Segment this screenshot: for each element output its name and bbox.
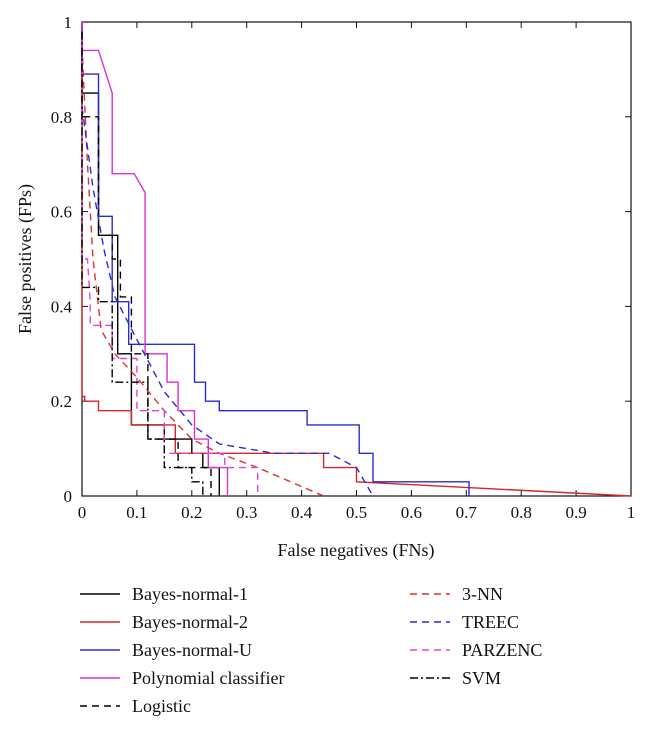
series-line-svm [81, 31, 204, 496]
x-tick-label: 0.8 [511, 503, 532, 522]
series-layer [81, 22, 632, 497]
series-line-bayes-normal-u [81, 26, 470, 496]
legend-line-3-nn [410, 593, 450, 595]
legend-label-svm: SVM [462, 667, 502, 688]
y-axis-label: False positives (FPs) [15, 184, 36, 334]
chart: 0 0.1 0.2 0.3 0.4 0.5 0.6 0.7 0.8 0.9 1 0 0.2 0.4 0.6 0… [15, 13, 636, 561]
legend-label-bayes-normal-u: Bayes-normal-U [132, 639, 252, 660]
y-tick-label: 0.8 [51, 108, 72, 127]
legend-label-logistic: Logistic [132, 695, 191, 716]
y-tick-label: 0.6 [51, 203, 72, 222]
legend-item-3-nn: 3-NN [410, 580, 503, 608]
series-line-polynomial-classifier [81, 22, 229, 496]
legend-line-svm [410, 677, 450, 679]
x-axis-label: False negatives (FNs) [278, 540, 435, 561]
legend-item-bayes-normal-u: Bayes-normal-U [80, 636, 252, 664]
legend-label-treec: TREEC [462, 611, 519, 632]
x-tick-label: 0.1 [126, 503, 147, 522]
x-tick-label: 0.7 [456, 503, 478, 522]
y-tick-label: 1 [64, 13, 73, 32]
x-tick-label: 0.6 [401, 503, 422, 522]
x-tick-label: 0 [78, 503, 87, 522]
legend-item-bayes-normal-2: Bayes-normal-2 [80, 608, 248, 636]
legend-label-3-nn: 3-NN [462, 583, 503, 604]
legend-item-svm: SVM [410, 664, 501, 692]
legend-item-logistic: Logistic [80, 692, 191, 720]
legend-item-parzenc: PARZENC [410, 636, 542, 664]
axis-ticks: 0 0.1 0.2 0.3 0.4 0.5 0.6 0.7 0.8 0.9 1 0 0.2 0.4 0.6 0… [51, 13, 636, 522]
plot-frame [81, 21, 632, 497]
legend-line-polynomial-classifier [80, 677, 120, 679]
series-line-logistic [81, 22, 212, 496]
legend-line-treec [410, 621, 450, 623]
x-tick-label: 0.9 [565, 503, 586, 522]
legend-line-parzenc [410, 649, 450, 651]
x-tick-label: 0.5 [346, 503, 367, 522]
legend-line-bayes-normal-2 [80, 621, 120, 623]
legend-label-parzenc: PARZENC [462, 639, 543, 660]
y-tick-label: 0.4 [51, 297, 73, 316]
legend-item-bayes-normal-1: Bayes-normal-1 [80, 580, 248, 608]
series-line-3-nn [81, 45, 324, 497]
legend-label-bayes-normal-2: Bayes-normal-2 [132, 611, 248, 632]
x-tick-label: 1 [627, 503, 636, 522]
series-line-parzenc [81, 22, 259, 496]
legend-item-polynomial-classifier: Polynomial classifier [80, 664, 284, 692]
legend-item-treec: TREEC [410, 608, 519, 636]
legend-line-logistic [80, 705, 120, 707]
series-line-bayes-normal-2 [81, 22, 632, 497]
legend-line-bayes-normal-u [80, 649, 120, 651]
x-tick-label: 0.4 [291, 503, 313, 522]
y-tick-label: 0.2 [51, 392, 72, 411]
legend: Bayes-normal-1 Bayes-normal-2 Bayes-norm… [80, 580, 640, 730]
y-tick-label: 0 [64, 487, 73, 506]
series-line-treec [81, 107, 374, 497]
legend-line-bayes-normal-1 [80, 593, 120, 595]
legend-label-polynomial-classifier: Polynomial classifier [132, 667, 285, 688]
legend-label-bayes-normal-1: Bayes-normal-1 [132, 583, 248, 604]
x-tick-label: 0.2 [181, 503, 202, 522]
x-tick-label: 0.3 [236, 503, 257, 522]
